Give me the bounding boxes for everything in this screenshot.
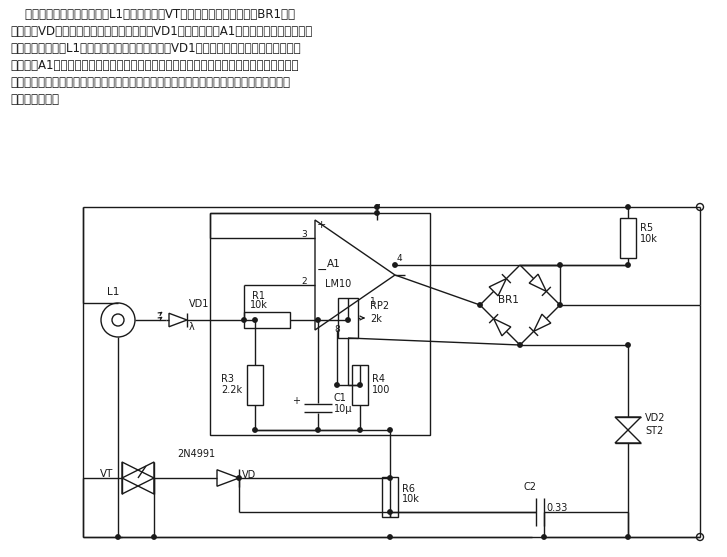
Text: L1: L1 — [107, 287, 119, 297]
Circle shape — [375, 205, 379, 209]
Text: +: + — [292, 396, 300, 406]
Text: 图中主电路由交流电源、灯L1和双向晶阀管VT组成，触发电路由整流桥BR1、触: 图中主电路由交流电源、灯L1和双向晶阀管VT组成，触发电路由整流桥BR1、触 — [10, 8, 295, 21]
Circle shape — [626, 205, 630, 209]
Text: C1: C1 — [334, 393, 347, 403]
Text: 2k: 2k — [370, 314, 382, 324]
Text: C2: C2 — [523, 482, 537, 492]
Text: 似能保持不变。: 似能保持不变。 — [10, 93, 59, 106]
Text: R6: R6 — [402, 484, 415, 494]
Circle shape — [626, 343, 630, 347]
Text: λ: λ — [189, 322, 195, 332]
Text: 4: 4 — [397, 254, 403, 263]
Text: 2.2k: 2.2k — [221, 385, 242, 395]
Circle shape — [346, 318, 350, 322]
Circle shape — [253, 428, 257, 432]
Text: 发二极管VD等组成，反馈电路由光敏二极管VD1、运算放大器A1等组成。一旦由于电源电: 发二极管VD等组成，反馈电路由光敏二极管VD1、运算放大器A1等组成。一旦由于电… — [10, 25, 313, 38]
Circle shape — [478, 303, 482, 307]
Circle shape — [375, 211, 379, 215]
Text: 2: 2 — [302, 276, 307, 286]
Circle shape — [152, 535, 156, 539]
Text: 10μ: 10μ — [334, 404, 353, 414]
Circle shape — [316, 428, 320, 432]
Text: +: + — [317, 220, 326, 230]
Circle shape — [242, 318, 246, 322]
Text: 10k: 10k — [402, 494, 420, 504]
Text: 10k: 10k — [250, 300, 268, 310]
Text: BR1: BR1 — [497, 295, 518, 305]
Text: VD: VD — [242, 470, 256, 480]
Bar — [352, 365, 368, 405]
Text: LM10: LM10 — [325, 279, 351, 289]
Circle shape — [387, 476, 392, 480]
Bar — [247, 365, 263, 405]
Circle shape — [393, 263, 397, 267]
Circle shape — [358, 428, 362, 432]
Circle shape — [316, 318, 320, 322]
Text: R5: R5 — [640, 223, 653, 233]
Text: 8: 8 — [334, 325, 340, 334]
Circle shape — [558, 263, 562, 267]
Circle shape — [518, 343, 522, 347]
Text: 3: 3 — [301, 229, 307, 238]
Bar — [620, 218, 636, 258]
Text: VT: VT — [100, 469, 113, 479]
Circle shape — [116, 535, 120, 539]
Text: 压变化等原因使灯L1的亮度发生变化，光敏二极管VD1上的信号也发生变化，其输出经运: 压变化等原因使灯L1的亮度发生变化，光敏二极管VD1上的信号也发生变化，其输出经… — [10, 42, 301, 55]
Circle shape — [387, 535, 392, 539]
Text: R4: R4 — [372, 374, 385, 384]
Bar — [338, 298, 358, 338]
Bar — [210, 213, 430, 435]
Text: VD2: VD2 — [645, 413, 665, 423]
Circle shape — [358, 383, 362, 387]
Text: R3: R3 — [221, 374, 234, 384]
Circle shape — [387, 510, 392, 514]
Bar — [382, 477, 398, 517]
Text: 0.33: 0.33 — [546, 503, 567, 513]
Circle shape — [253, 318, 257, 322]
Text: A1: A1 — [327, 259, 341, 269]
Text: RP2: RP2 — [370, 301, 389, 311]
Text: R1: R1 — [252, 291, 265, 301]
Circle shape — [335, 383, 340, 387]
Circle shape — [237, 476, 241, 480]
Text: 算放大器A1加在整流桥的对角线上，从而使触发二极管的导通时刻发生变化，即双向晶阀管: 算放大器A1加在整流桥的对角线上，从而使触发二极管的导通时刻发生变化，即双向晶阀… — [10, 59, 299, 72]
Text: 10k: 10k — [640, 234, 658, 244]
Text: VD1: VD1 — [189, 299, 209, 309]
Circle shape — [542, 535, 546, 539]
Text: 100: 100 — [372, 385, 390, 395]
Text: 的控制角发生变化，从而使晶阀管输出的交流电压也发生变化，使灯上所加的电压和亮度近: 的控制角发生变化，从而使晶阀管输出的交流电压也发生变化，使灯上所加的电压和亮度近 — [10, 76, 290, 89]
Text: ST2: ST2 — [645, 426, 663, 436]
Circle shape — [387, 428, 392, 432]
Circle shape — [626, 263, 630, 267]
Circle shape — [626, 535, 630, 539]
Text: −: − — [317, 264, 327, 277]
Text: 2N4991: 2N4991 — [177, 449, 215, 459]
Text: 7: 7 — [374, 204, 380, 213]
Bar — [244, 312, 290, 328]
Circle shape — [558, 303, 562, 307]
Text: 1: 1 — [370, 297, 376, 306]
